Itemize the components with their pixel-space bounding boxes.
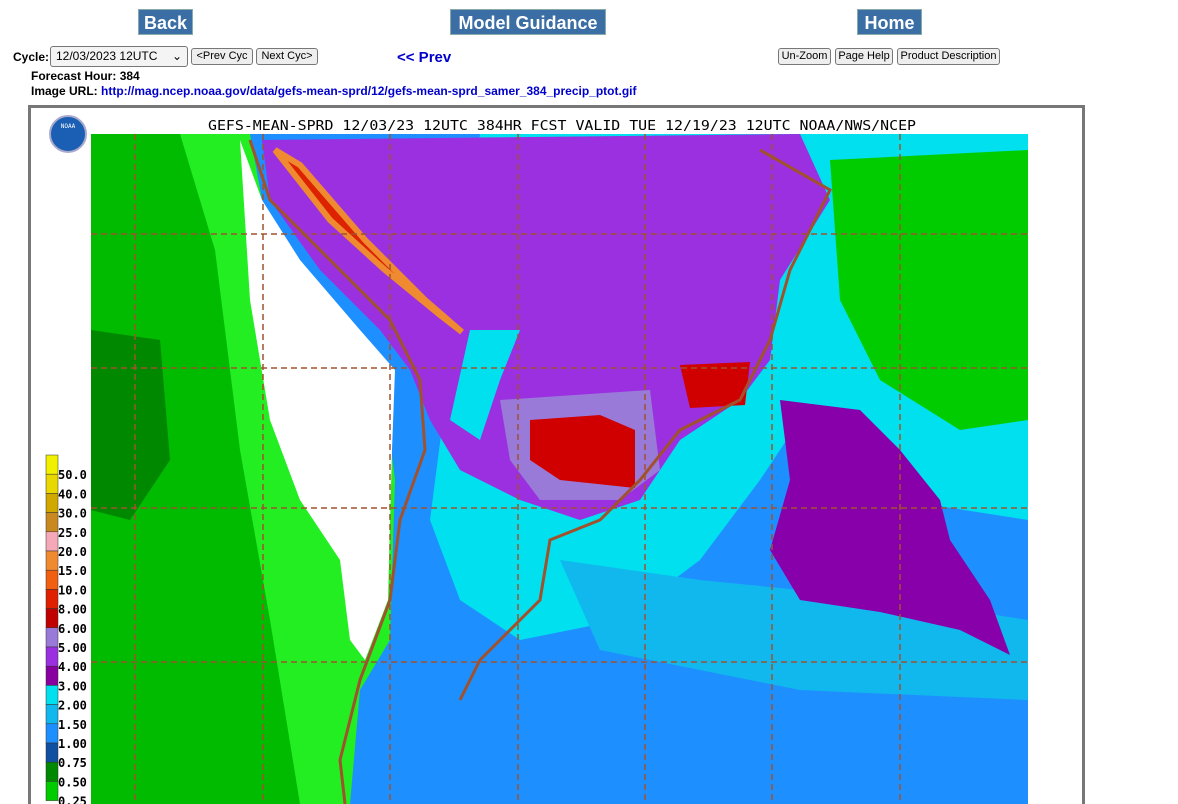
map-lightblue xyxy=(560,560,1028,700)
forecast-hour-value: 384 xyxy=(119,69,140,83)
legend-label: 0.25 xyxy=(58,795,87,804)
model-guidance-button[interactable]: Model Guidance xyxy=(450,9,606,35)
legend-swatch xyxy=(45,550,59,571)
prev-link[interactable]: << Prev xyxy=(397,49,452,66)
legend-label: 10.0 xyxy=(58,583,87,597)
map-grid xyxy=(91,134,1028,804)
legend-swatch xyxy=(45,723,59,744)
legend-swatch xyxy=(45,742,59,763)
legend-swatch xyxy=(45,685,59,705)
legend-swatch xyxy=(45,665,59,686)
legend-label: 2.00 xyxy=(58,699,87,713)
map-white xyxy=(240,140,395,660)
forecast-hour-label: Forecast Hour: xyxy=(31,69,117,83)
legend-swatch xyxy=(45,761,59,782)
legend-swatch xyxy=(45,646,59,667)
image-url: Image URL: http://mag.ncep.noaa.gov/data… xyxy=(31,84,637,98)
legend-swatch xyxy=(45,589,59,609)
legend-swatch xyxy=(45,569,59,590)
legend-swatch xyxy=(45,608,59,629)
legend-swatch xyxy=(45,473,59,494)
next-cycle-button[interactable]: Next Cyc> xyxy=(256,48,318,65)
legend-swatch xyxy=(45,531,59,552)
map-purple-ocean xyxy=(770,400,1010,655)
legend-swatch xyxy=(45,493,59,513)
page-help-button[interactable]: Page Help xyxy=(835,48,893,65)
legend-label: 50.0 xyxy=(58,468,87,482)
legend-label: 25.0 xyxy=(58,526,87,540)
map-red-andes xyxy=(272,147,464,335)
legend-label: 4.00 xyxy=(58,660,87,674)
product-description-button[interactable]: Product Description xyxy=(897,48,1000,65)
map-title: GEFS-MEAN-SPRD 12/03/23 12UTC 384HR FCST… xyxy=(208,119,916,134)
map-cyan-land xyxy=(450,330,520,440)
back-button[interactable]: Back xyxy=(138,9,193,35)
image-url-label: Image URL: xyxy=(31,84,98,98)
select-arrow: ⌄ xyxy=(171,49,182,63)
legend-label: 1.00 xyxy=(58,737,87,751)
legend-swatch xyxy=(45,512,59,533)
legend-label: 20.0 xyxy=(58,545,87,559)
noaa-logo-text: NOAA xyxy=(61,123,76,130)
map-red-2 xyxy=(680,362,750,408)
map-green-east xyxy=(830,150,1028,430)
cycle-label: Cycle: xyxy=(13,50,50,64)
home-button[interactable]: Home xyxy=(857,9,922,35)
unzoom-button[interactable]: Un-Zoom xyxy=(778,48,831,65)
cycle-select[interactable]: 12/03/2023 12UTC ⌄ xyxy=(50,46,188,67)
legend-label: 1.50 xyxy=(58,718,87,732)
legend-swatch xyxy=(45,704,59,725)
image-url-link[interactable]: http://mag.ncep.noaa.gov/data/gefs-mean-… xyxy=(101,84,637,98)
map-coastline xyxy=(248,139,832,804)
legend: 50.0 40.0 30.0 25.0 20.0 15.0 10.0 8.00 6.00 5.00… xyxy=(45,454,87,804)
legend-label: 0.50 xyxy=(58,775,87,789)
legend-label: 15.0 xyxy=(58,564,87,578)
map-purple-land xyxy=(262,134,830,520)
legend-label: 30.0 xyxy=(58,507,87,521)
legend-swatch xyxy=(45,781,59,801)
legend-label: 6.00 xyxy=(58,622,87,636)
legend-label: 40.0 xyxy=(58,487,87,501)
map-green-patch xyxy=(91,330,170,520)
legend-label: 3.00 xyxy=(58,679,87,693)
legend-label: 5.00 xyxy=(58,641,87,655)
forecast-hour: Forecast Hour: 384 xyxy=(31,69,140,83)
cycle-value: 12/03/2023 12UTC xyxy=(56,49,158,63)
map-red-1 xyxy=(530,415,635,488)
legend-label: 0.75 xyxy=(58,756,87,770)
legend-swatch xyxy=(45,627,59,648)
noaa-logo xyxy=(49,115,87,153)
map-green-dark xyxy=(91,134,300,804)
legend-label: 8.00 xyxy=(58,603,87,617)
prev-cycle-button[interactable]: <Prev Cyc xyxy=(191,48,253,65)
legend-swatch xyxy=(45,454,59,475)
